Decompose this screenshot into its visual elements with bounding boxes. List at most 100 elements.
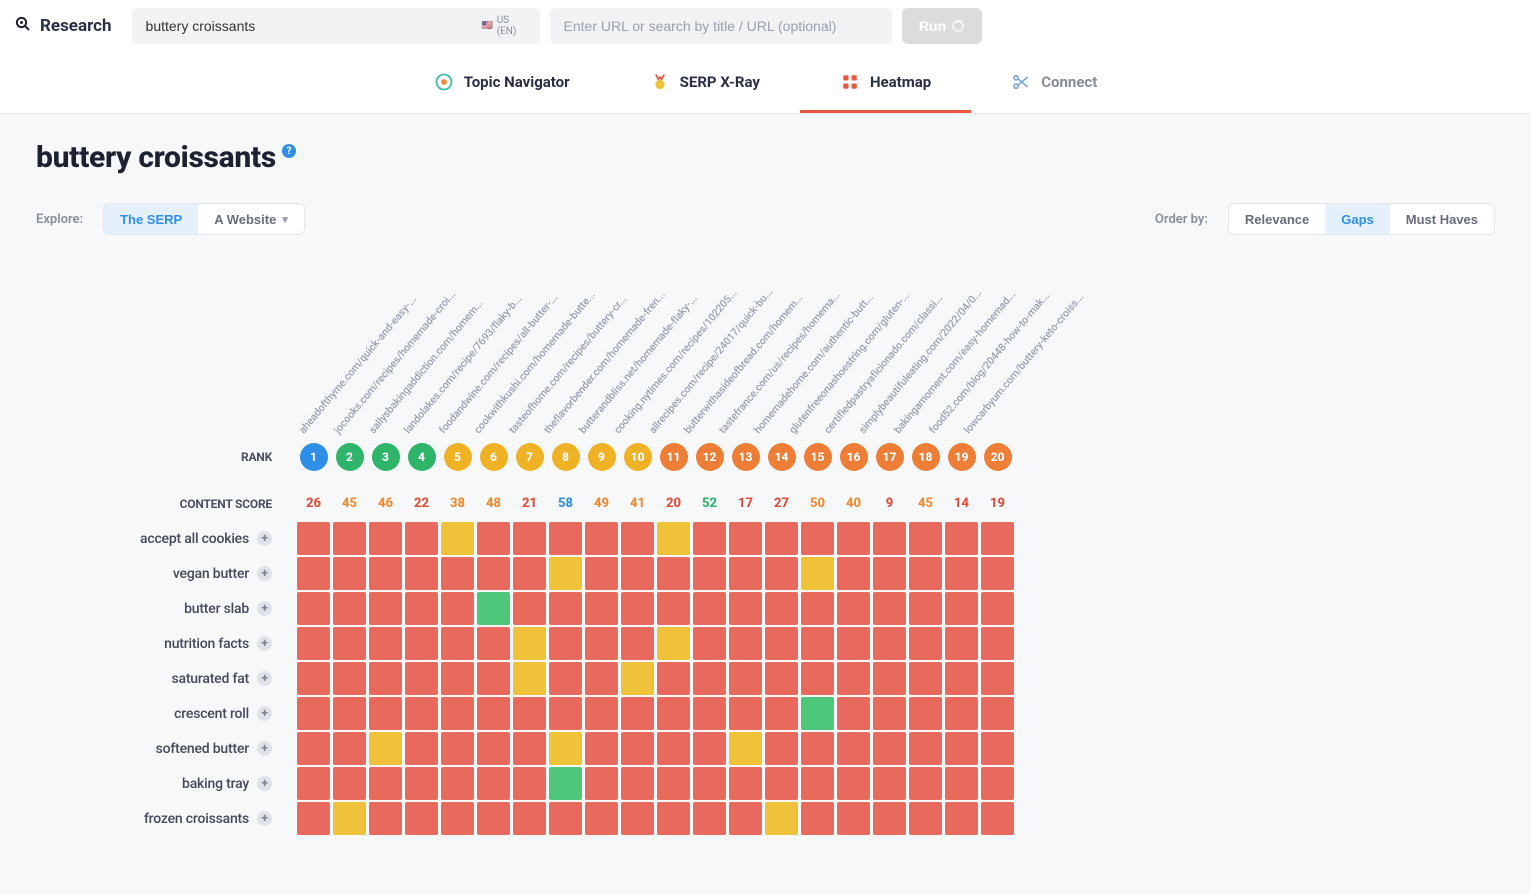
heatmap-cell[interactable]	[513, 767, 546, 800]
heatmap-cell[interactable]	[477, 732, 510, 765]
heatmap-cell[interactable]	[801, 697, 834, 730]
term-label[interactable]: nutrition facts+	[36, 636, 286, 652]
heatmap-cell[interactable]	[729, 522, 762, 555]
heatmap-cell[interactable]	[693, 662, 726, 695]
heatmap-cell[interactable]	[729, 557, 762, 590]
heatmap-cell[interactable]	[369, 522, 402, 555]
heatmap-cell[interactable]	[801, 522, 834, 555]
heatmap-cell[interactable]	[873, 592, 906, 625]
heatmap-cell[interactable]	[333, 522, 366, 555]
heatmap-cell[interactable]	[765, 732, 798, 765]
rank-badge[interactable]: 5	[444, 443, 472, 471]
heatmap-cell[interactable]	[693, 627, 726, 660]
heatmap-cell[interactable]	[621, 802, 654, 835]
heatmap-cell[interactable]	[657, 627, 690, 660]
heatmap-cell[interactable]	[729, 592, 762, 625]
rank-badge[interactable]: 6	[480, 443, 508, 471]
heatmap-cell[interactable]	[441, 522, 474, 555]
heatmap-cell[interactable]	[945, 522, 978, 555]
heatmap-cell[interactable]	[621, 592, 654, 625]
heatmap-cell[interactable]	[657, 662, 690, 695]
heatmap-cell[interactable]	[441, 697, 474, 730]
heatmap-cell[interactable]	[765, 592, 798, 625]
term-label[interactable]: crescent roll+	[36, 706, 286, 722]
tab-serp-x-ray[interactable]: SERP X-Ray	[610, 54, 800, 113]
heatmap-cell[interactable]	[549, 522, 582, 555]
heatmap-cell[interactable]	[765, 767, 798, 800]
heatmap-cell[interactable]	[549, 662, 582, 695]
term-label[interactable]: softened butter+	[36, 741, 286, 757]
heatmap-cell[interactable]	[441, 557, 474, 590]
heatmap-cell[interactable]	[477, 627, 510, 660]
heatmap-cell[interactable]	[657, 802, 690, 835]
rank-badge[interactable]: 12	[696, 443, 724, 471]
heatmap-cell[interactable]	[981, 697, 1014, 730]
rank-badge[interactable]: 7	[516, 443, 544, 471]
heatmap-cell[interactable]	[945, 592, 978, 625]
heatmap-cell[interactable]	[765, 522, 798, 555]
heatmap-cell[interactable]	[585, 802, 618, 835]
heatmap-cell[interactable]	[657, 732, 690, 765]
heatmap-cell[interactable]	[837, 662, 870, 695]
heatmap-cell[interactable]	[801, 802, 834, 835]
rank-badge[interactable]: 8	[552, 443, 580, 471]
rank-badge[interactable]: 13	[732, 443, 760, 471]
heatmap-cell[interactable]	[981, 732, 1014, 765]
heatmap-cell[interactable]	[405, 592, 438, 625]
heatmap-cell[interactable]	[333, 662, 366, 695]
run-button[interactable]: Run	[902, 8, 982, 44]
heatmap-cell[interactable]	[765, 627, 798, 660]
plus-icon[interactable]: +	[257, 706, 272, 721]
heatmap-cell[interactable]	[585, 732, 618, 765]
heatmap-cell[interactable]	[477, 802, 510, 835]
heatmap-cell[interactable]	[441, 802, 474, 835]
heatmap-cell[interactable]	[945, 662, 978, 695]
heatmap-cell[interactable]	[981, 627, 1014, 660]
plus-icon[interactable]: +	[257, 671, 272, 686]
heatmap-cell[interactable]	[873, 767, 906, 800]
orderby-option-must-haves[interactable]: Must Haves	[1390, 204, 1494, 234]
keyword-input[interactable]	[146, 18, 482, 34]
heatmap-cell[interactable]	[513, 662, 546, 695]
heatmap-cell[interactable]	[405, 697, 438, 730]
heatmap-cell[interactable]	[333, 592, 366, 625]
heatmap-cell[interactable]	[621, 732, 654, 765]
heatmap-cell[interactable]	[333, 627, 366, 660]
url-input-wrap[interactable]	[550, 8, 892, 44]
plus-icon[interactable]: +	[257, 636, 272, 651]
heatmap-cell[interactable]	[297, 627, 330, 660]
plus-icon[interactable]: +	[257, 741, 272, 756]
rank-badge[interactable]: 17	[876, 443, 904, 471]
heatmap-cell[interactable]	[729, 802, 762, 835]
heatmap-cell[interactable]	[549, 627, 582, 660]
heatmap-cell[interactable]	[621, 662, 654, 695]
heatmap-cell[interactable]	[693, 802, 726, 835]
heatmap-cell[interactable]	[333, 802, 366, 835]
rank-badge[interactable]: 4	[408, 443, 436, 471]
term-label[interactable]: frozen croissants+	[36, 811, 286, 827]
explore-option-a-website[interactable]: A Website ▾	[198, 204, 304, 234]
heatmap-cell[interactable]	[513, 697, 546, 730]
heatmap-cell[interactable]	[477, 662, 510, 695]
heatmap-cell[interactable]	[477, 592, 510, 625]
heatmap-cell[interactable]	[945, 767, 978, 800]
heatmap-cell[interactable]	[837, 522, 870, 555]
locale-badge[interactable]: 🇺🇸 US (EN)	[481, 15, 525, 37]
heatmap-cell[interactable]	[549, 732, 582, 765]
heatmap-cell[interactable]	[297, 592, 330, 625]
heatmap-cell[interactable]	[729, 627, 762, 660]
heatmap-cell[interactable]	[585, 662, 618, 695]
heatmap-cell[interactable]	[585, 557, 618, 590]
heatmap-cell[interactable]	[945, 802, 978, 835]
heatmap-cell[interactable]	[369, 732, 402, 765]
heatmap-cell[interactable]	[477, 697, 510, 730]
rank-badge[interactable]: 9	[588, 443, 616, 471]
rank-badge[interactable]: 10	[624, 443, 652, 471]
heatmap-cell[interactable]	[333, 767, 366, 800]
term-label[interactable]: accept all cookies+	[36, 531, 286, 547]
heatmap-cell[interactable]	[657, 592, 690, 625]
heatmap-cell[interactable]	[585, 697, 618, 730]
heatmap-cell[interactable]	[801, 592, 834, 625]
heatmap-cell[interactable]	[549, 767, 582, 800]
heatmap-cell[interactable]	[945, 627, 978, 660]
